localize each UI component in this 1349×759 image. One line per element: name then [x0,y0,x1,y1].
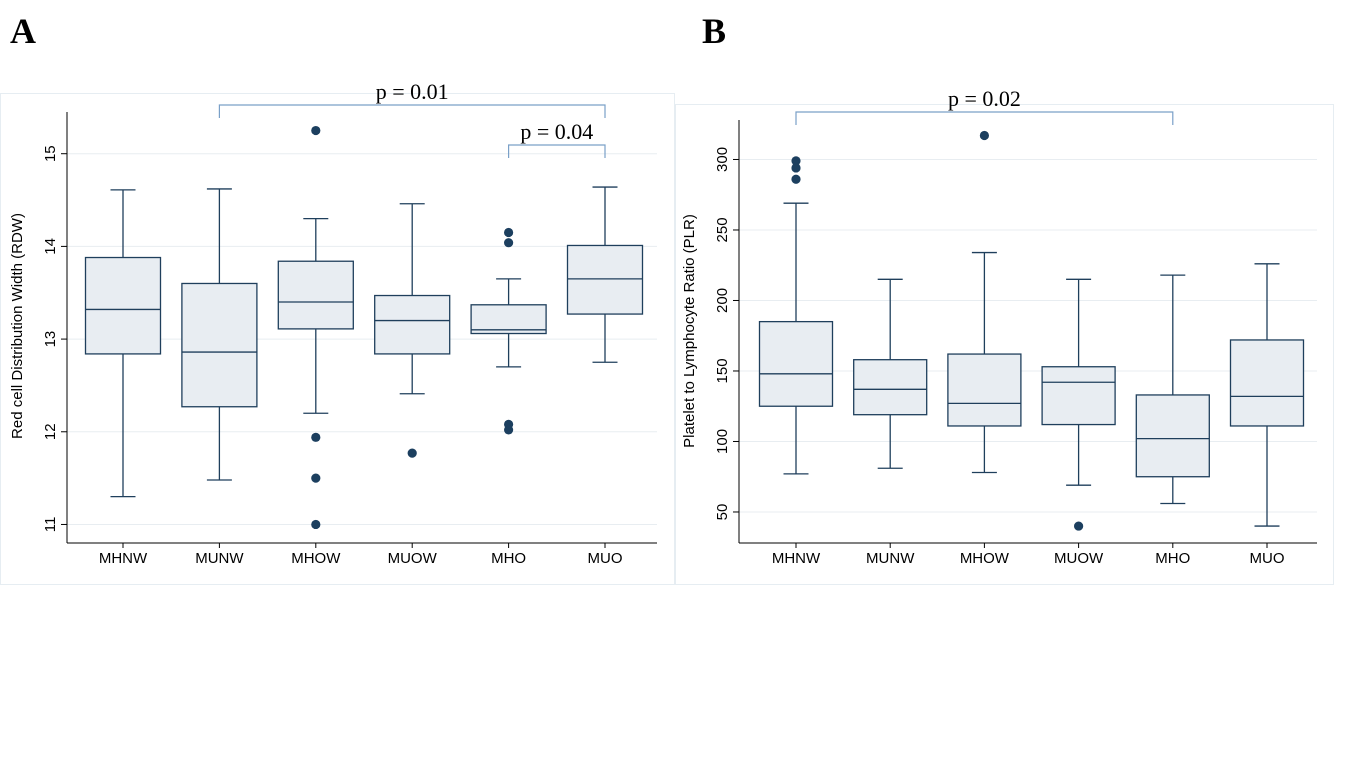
chart-a-category-label: MUNW [195,550,244,567]
chart-a-y-tick-label: 13 [42,331,59,348]
chart-b-significance-bracket [795,111,1174,125]
chart-a-y-tick-label: 11 [42,517,59,533]
panel-b-letter: B [702,11,727,51]
chart-b-y-tick-label: 250 [714,217,731,242]
chart-a-category-label: MHOW [291,550,341,567]
chart-b-box-mhnw [758,320,834,407]
chart-a-y-tick-label: 12 [42,423,59,440]
chart-a-box-mhnw [84,256,162,355]
chart-b-box-muow [1041,366,1116,426]
chart-a-box-mhow [277,260,354,330]
chart-b-y-axis-label: Platelet to Lymphocyte Ratio (PLR) [681,214,698,448]
chart-a-outlier-point [311,519,321,530]
chart-a-p-value-label: p = 0.04 [520,119,593,144]
chart-b-category-label: MHOW [960,550,1010,567]
chart-b-y-tick-label: 100 [714,429,731,454]
chart-a-outlier-point [311,432,321,442]
chart-a-category-label: MUO [588,550,623,567]
chart-b-outlier-point [1074,521,1084,531]
chart-b-y-tick-label: 300 [714,147,731,172]
chart-b-p-value-label: p = 0.02 [948,86,1021,111]
chart-a-category-label: MHO [491,550,526,567]
chart-a-box-munw [181,282,258,408]
chart-a-significance-bracket [508,144,606,158]
chart-a-category-label: MHNW [99,550,148,567]
chart-a-y-axis-label: Red cell Distribution Width (RDW) [9,213,26,439]
chart-b-y-tick-label: 150 [714,358,731,383]
chart-b-box-muo [1229,339,1305,427]
chart-a-outlier-point [311,473,321,483]
chart-b-category-label: MUOW [1054,550,1104,567]
chart-a-outlier-point [504,238,514,248]
chart-b-outlier-point [791,156,801,166]
chart-b-box-mho [1135,394,1210,478]
panel-a-letter: A [10,11,36,51]
chart-a-p-value-label: p = 0.01 [376,79,449,104]
chart-a-box-muo [566,244,644,315]
chart-b-category-label: MUO [1250,550,1285,567]
chart-a-box-muow [374,294,451,355]
chart-a-y-tick-label: 15 [42,145,59,162]
chart-a-outlier-point [311,125,321,136]
chart-b-y-tick-label: 200 [714,288,731,313]
chart-b-box-mhow [947,353,1022,427]
chart-b-category-label: MHNW [772,550,821,567]
chart-b-outlier-point [791,163,801,173]
chart-a-box-mho [470,304,547,335]
chart-b-box-munw [853,359,928,416]
chart-a-y-tick-label: 14 [42,238,59,255]
chart-b-y-tick-label: 50 [714,504,731,521]
chart-a-category-label: MUOW [388,550,438,567]
chart-b-category-label: MUNW [866,550,915,567]
chart-b-outlier-point [791,174,801,184]
chart-b-outlier-point [979,130,990,141]
chart-a-significance-bracket [218,104,606,118]
chart-b-category-label: MHO [1155,550,1190,567]
chart-a-outlier-point [504,227,514,238]
chart-a-outlier-point [407,448,417,458]
chart-a-outlier-point [504,425,514,435]
